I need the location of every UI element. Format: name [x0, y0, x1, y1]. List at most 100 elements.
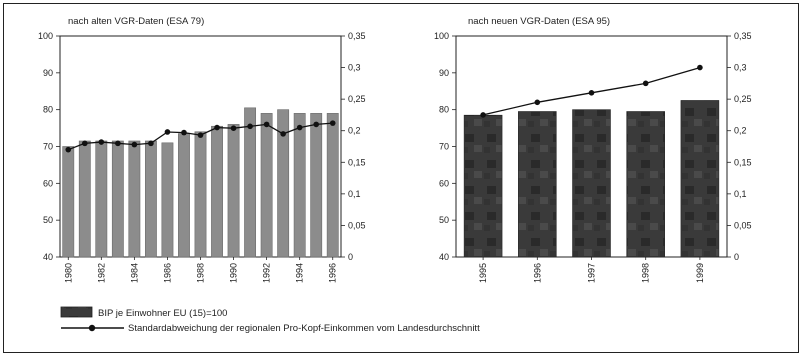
bar: [128, 140, 141, 258]
x-axis-tick-label: 1996: [328, 263, 338, 283]
right-axis-tick-label: 0: [734, 252, 739, 262]
x-axis-tick-label: 1998: [641, 263, 651, 283]
legend-bar-label: BIP je Einwohner EU (15)=100: [98, 308, 227, 319]
panel-new-title: nach neuen VGR-Daten (ESA 95): [468, 16, 610, 27]
bar: [680, 100, 720, 258]
bar: [293, 113, 306, 258]
bar: [227, 124, 240, 258]
bar: [144, 140, 157, 258]
panel-old-title: nach alten VGR-Daten (ESA 79): [68, 16, 204, 27]
panel-new-bars: [463, 100, 720, 258]
right-axis-tick-label: 0,15: [734, 157, 752, 167]
bar: [178, 133, 190, 258]
left-axis-tick-label: 90: [43, 68, 53, 78]
bar: [244, 107, 257, 258]
std-dev-point: [280, 131, 286, 137]
bar: [62, 146, 75, 258]
x-axis-tick-label: 1999: [695, 263, 705, 283]
right-axis-tick-label: 0,35: [348, 31, 366, 41]
std-dev-point: [642, 80, 649, 87]
std-dev-point: [115, 140, 121, 147]
panel-old-right-axis: 0 0,05 0,1 0,15 0,2 0,25 0,3 0,35: [341, 31, 366, 262]
left-axis-tick-label: 70: [439, 142, 449, 152]
std-dev-point: [81, 140, 88, 147]
std-dev-point: [214, 124, 220, 131]
legend: BIP je Einwohner EU (15)=100 Standardabw…: [60, 306, 480, 334]
std-dev-point: [247, 123, 253, 130]
x-axis-tick-label: 1980: [63, 263, 73, 283]
right-axis-tick-label: 0,3: [734, 63, 747, 73]
right-axis-tick-label: 0,1: [348, 189, 361, 199]
x-axis-tick-label: 1992: [262, 263, 272, 283]
panel-new-left-axis: 40 50 60 70 80 90 100: [434, 31, 456, 262]
bar: [194, 131, 207, 258]
x-axis-tick-label: 1996: [532, 263, 542, 283]
panel-old-x-axis: 1980 1982 1984 1986 1988 1990 1992 1994 1996: [63, 257, 338, 283]
legend-bar-swatch: [60, 306, 93, 318]
x-axis-tick-label: 1984: [129, 263, 139, 283]
std-dev-point: [296, 124, 303, 131]
right-axis-tick-label: 0,05: [734, 220, 752, 230]
bar: [161, 142, 174, 258]
left-axis-tick-label: 60: [43, 178, 53, 188]
left-axis-tick-label: 50: [43, 215, 53, 225]
right-axis-tick-label: 0,1: [734, 189, 747, 199]
panel-new-line: [480, 64, 703, 118]
x-axis-tick-label: 1982: [96, 263, 106, 283]
left-axis-tick-label: 80: [439, 105, 449, 115]
std-dev-point: [313, 121, 320, 128]
right-axis-tick-label: 0,15: [348, 157, 366, 167]
std-dev-point: [697, 64, 703, 71]
right-axis-tick-label: 0,25: [348, 94, 366, 104]
panel-new-vgr: nach neuen VGR-Daten (ESA 95) 40 50 60 70 80…: [434, 16, 752, 283]
std-dev-point: [263, 121, 270, 128]
std-dev-point: [588, 90, 595, 96]
legend-line-label: Standardabweichung der regionalen Pro-Ko…: [128, 323, 480, 334]
panel-new-right-axis: 0 0,05 0,1 0,15 0,2 0,25 0,3 0,35: [727, 31, 752, 262]
std-dev-point: [65, 146, 72, 153]
x-axis-tick-label: 1995: [478, 263, 488, 283]
right-axis-tick-label: 0,3: [348, 63, 361, 73]
left-axis-tick-label: 100: [38, 31, 53, 41]
x-axis-tick-label: 1994: [295, 263, 305, 283]
panel-old-bars: [62, 107, 339, 258]
x-axis-tick-label: 1990: [229, 263, 239, 283]
std-dev-point: [148, 140, 154, 147]
std-dev-point: [534, 99, 541, 106]
bar: [326, 113, 339, 258]
panel-new-x-axis: 1995 1996 1997 1998 1999: [478, 257, 705, 283]
left-axis-tick-label: 40: [439, 252, 449, 262]
bar: [277, 109, 290, 258]
std-dev-point: [230, 125, 237, 131]
right-axis-tick-label: 0,2: [734, 126, 747, 136]
bar: [111, 140, 124, 258]
right-axis-tick-label: 0,25: [734, 94, 752, 104]
std-dev-point: [98, 139, 105, 145]
legend-line-marker: [88, 324, 96, 332]
bar: [463, 114, 503, 258]
left-axis-tick-label: 40: [43, 252, 53, 262]
left-axis-tick-label: 50: [439, 215, 449, 225]
right-axis-tick-label: 0: [348, 252, 353, 262]
panel-old-vgr: nach alten VGR-Daten (ESA 79) 40 50 60 70 80…: [38, 16, 366, 283]
panel-old-left-axis: 40 50 60 70 80 90 100: [38, 31, 60, 262]
std-dev-point: [480, 112, 486, 118]
std-dev-point: [329, 120, 336, 126]
right-axis-tick-label: 0,05: [348, 220, 366, 230]
x-axis-tick-label: 1997: [587, 263, 597, 283]
right-axis-tick-label: 0,2: [348, 126, 361, 136]
left-axis-tick-label: 80: [43, 105, 53, 115]
panel-old-line: [65, 120, 336, 153]
x-axis-tick-label: 1988: [196, 263, 206, 283]
bar: [211, 125, 223, 258]
bar: [95, 140, 108, 258]
left-axis-tick-label: 70: [43, 142, 53, 152]
std-dev-point: [164, 129, 171, 135]
bar: [626, 111, 665, 258]
std-dev-point: [131, 141, 138, 148]
std-dev-point: [197, 132, 204, 138]
bar: [78, 140, 91, 258]
x-axis-tick-label: 1986: [162, 263, 172, 283]
bar: [310, 113, 323, 258]
